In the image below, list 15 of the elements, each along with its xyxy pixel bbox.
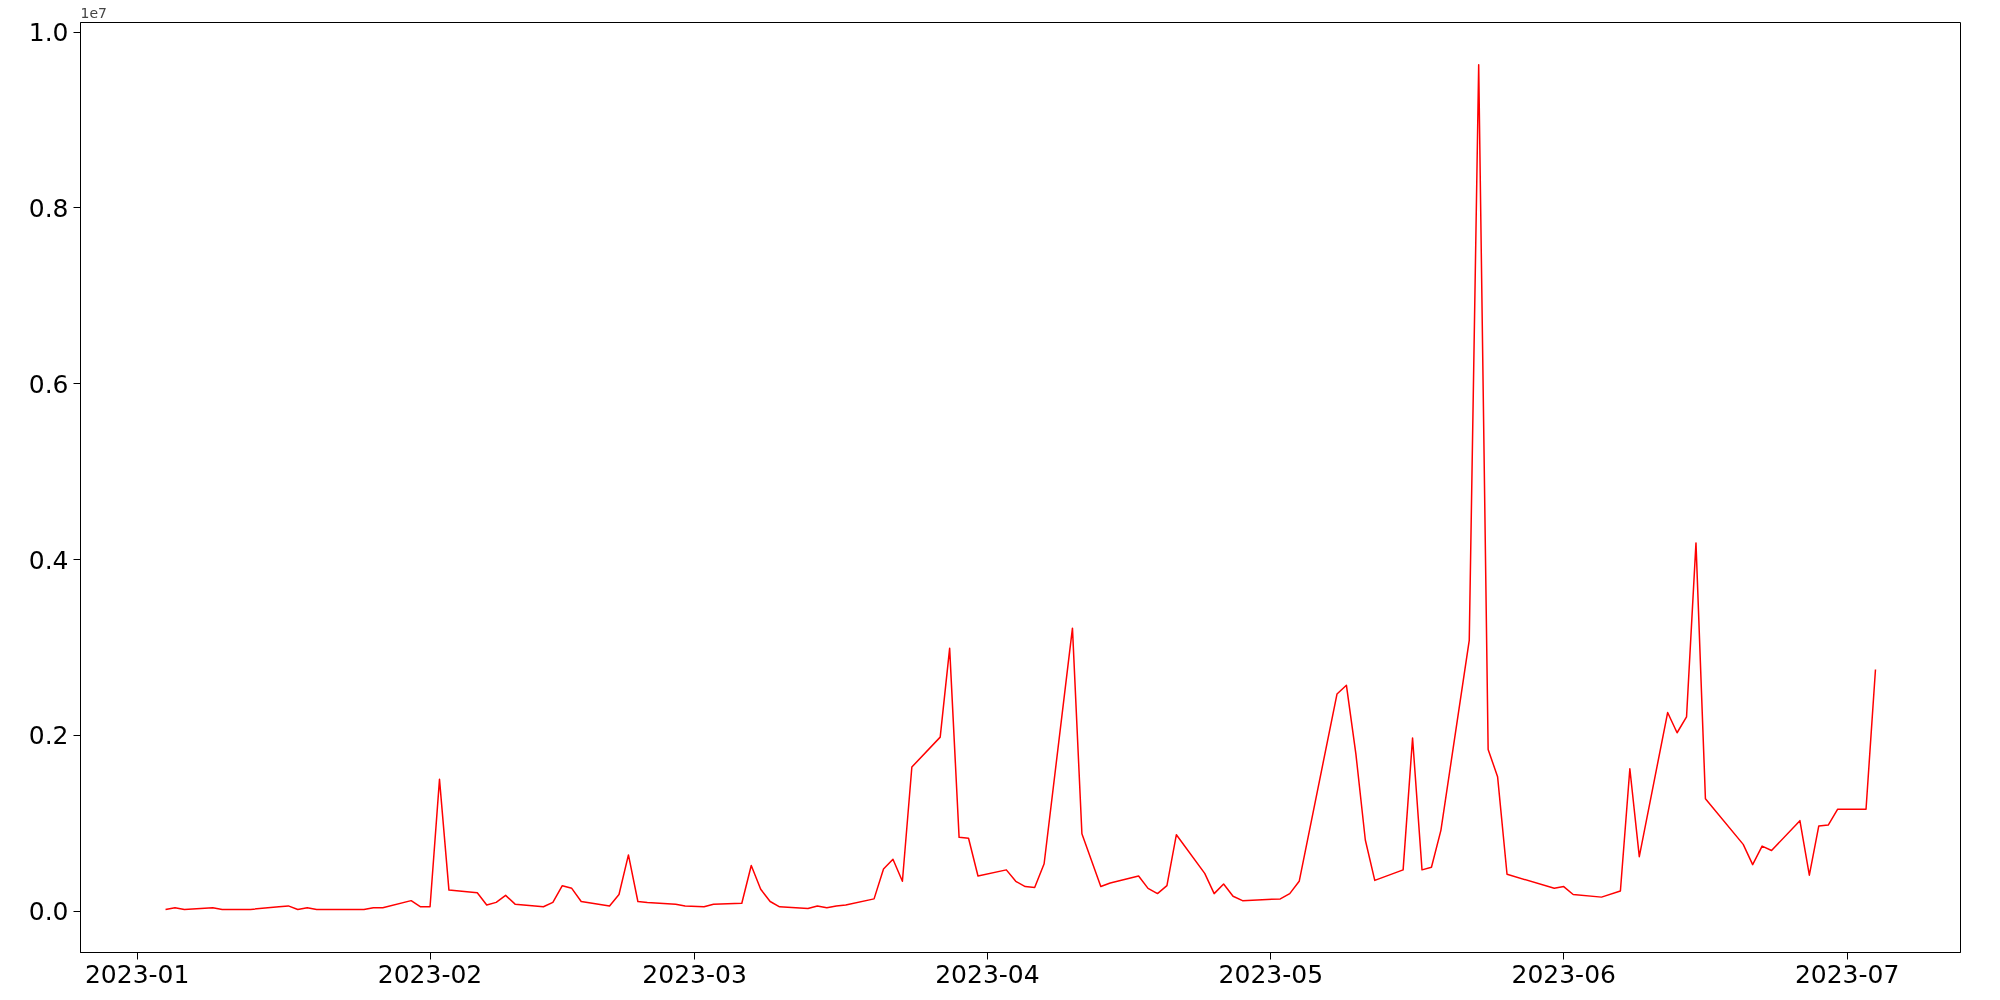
x-tick-label: 2023-05	[1218, 959, 1324, 989]
x-tick-label: 2023-01	[84, 959, 190, 989]
y-tick-label: 0.4	[28, 545, 69, 575]
x-tick-label: 2023-04	[935, 959, 1040, 989]
line-series	[164, 63, 1877, 911]
y-tick-label: 0.8	[28, 193, 69, 223]
x-tick-label: 2023-02	[377, 959, 483, 989]
y-tick-label: 0.6	[28, 369, 69, 399]
x-tick-label: 2023-06	[1511, 959, 1616, 989]
x-tick-label: 2023-03	[642, 959, 747, 989]
x-tick-label: 2023-07	[1794, 959, 1900, 989]
text: 1e7	[80, 4, 107, 21]
y-tick-label: 0.0	[28, 897, 69, 927]
y-tick-label: 1.0	[28, 18, 69, 48]
y-tick-label: 0.2	[28, 721, 69, 751]
